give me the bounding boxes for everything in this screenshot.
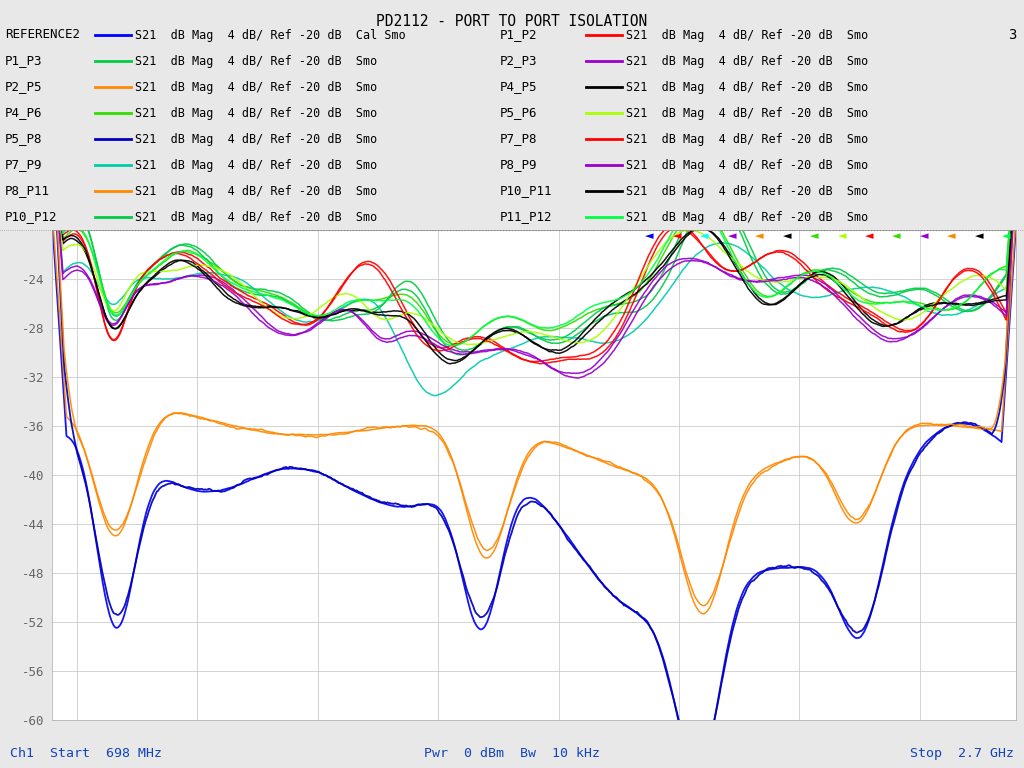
Text: P8_P9: P8_P9 bbox=[500, 158, 538, 171]
Text: P7_P9: P7_P9 bbox=[5, 158, 43, 171]
Text: S21  dB Mag  4 dB/ Ref -20 dB  Smo: S21 dB Mag 4 dB/ Ref -20 dB Smo bbox=[135, 158, 378, 171]
Text: P5_P6: P5_P6 bbox=[500, 107, 538, 120]
Text: ◄: ◄ bbox=[865, 231, 873, 241]
Text: S21  dB Mag  4 dB/ Ref -20 dB  Smo: S21 dB Mag 4 dB/ Ref -20 dB Smo bbox=[626, 184, 868, 197]
Text: P1_P3: P1_P3 bbox=[5, 55, 43, 68]
Text: Stop  2.7 GHz: Stop 2.7 GHz bbox=[909, 747, 1014, 760]
Text: ◄: ◄ bbox=[755, 231, 764, 241]
Text: Ch1  Start  698 MHz: Ch1 Start 698 MHz bbox=[10, 747, 162, 760]
Text: S21  dB Mag  4 dB/ Ref -20 dB  Smo: S21 dB Mag 4 dB/ Ref -20 dB Smo bbox=[135, 55, 378, 68]
Text: ◄: ◄ bbox=[920, 231, 929, 241]
Text: ◄: ◄ bbox=[728, 231, 736, 241]
Text: ◄: ◄ bbox=[838, 231, 846, 241]
Text: S21  dB Mag  4 dB/ Ref -20 dB  Smo: S21 dB Mag 4 dB/ Ref -20 dB Smo bbox=[626, 55, 868, 68]
Text: P7_P8: P7_P8 bbox=[500, 133, 538, 145]
Text: ◄: ◄ bbox=[975, 231, 983, 241]
Text: ◄: ◄ bbox=[1002, 231, 1011, 241]
Text: P10_P11: P10_P11 bbox=[500, 184, 552, 197]
Text: S21  dB Mag  4 dB/ Ref -20 dB  Smo: S21 dB Mag 4 dB/ Ref -20 dB Smo bbox=[626, 28, 868, 41]
Text: P8_P11: P8_P11 bbox=[5, 184, 50, 197]
Text: P4_P6: P4_P6 bbox=[5, 107, 43, 120]
Text: P2_P3: P2_P3 bbox=[500, 55, 538, 68]
Text: S21  dB Mag  4 dB/ Ref -20 dB  Smo: S21 dB Mag 4 dB/ Ref -20 dB Smo bbox=[626, 158, 868, 171]
Text: ◄: ◄ bbox=[645, 231, 654, 241]
Text: REFERENCE2: REFERENCE2 bbox=[5, 28, 80, 41]
Text: P5_P8: P5_P8 bbox=[5, 133, 43, 145]
Text: ◄: ◄ bbox=[782, 231, 792, 241]
Text: Pwr  0 dBm  Bw  10 kHz: Pwr 0 dBm Bw 10 kHz bbox=[424, 747, 600, 760]
Text: ◄: ◄ bbox=[892, 231, 901, 241]
Text: S21  dB Mag  4 dB/ Ref -20 dB  Cal Smo: S21 dB Mag 4 dB/ Ref -20 dB Cal Smo bbox=[135, 28, 406, 41]
Text: S21  dB Mag  4 dB/ Ref -20 dB  Smo: S21 dB Mag 4 dB/ Ref -20 dB Smo bbox=[135, 107, 378, 120]
Text: ◄: ◄ bbox=[810, 231, 818, 241]
Text: S21  dB Mag  4 dB/ Ref -20 dB  Smo: S21 dB Mag 4 dB/ Ref -20 dB Smo bbox=[626, 133, 868, 145]
Text: P11_P12: P11_P12 bbox=[500, 210, 552, 223]
Text: P4_P5: P4_P5 bbox=[500, 81, 538, 94]
Text: S21  dB Mag  4 dB/ Ref -20 dB  Smo: S21 dB Mag 4 dB/ Ref -20 dB Smo bbox=[135, 184, 378, 197]
Text: P2_P5: P2_P5 bbox=[5, 81, 43, 94]
Text: ◄: ◄ bbox=[673, 231, 681, 241]
Text: S21  dB Mag  4 dB/ Ref -20 dB  Smo: S21 dB Mag 4 dB/ Ref -20 dB Smo bbox=[135, 81, 378, 94]
Text: ◄: ◄ bbox=[947, 231, 955, 241]
Text: 3: 3 bbox=[1009, 28, 1017, 42]
Text: PD2112 - PORT TO PORT ISOLATION: PD2112 - PORT TO PORT ISOLATION bbox=[377, 14, 647, 29]
Text: S21  dB Mag  4 dB/ Ref -20 dB  Smo: S21 dB Mag 4 dB/ Ref -20 dB Smo bbox=[135, 133, 378, 145]
Text: S21  dB Mag  4 dB/ Ref -20 dB  Smo: S21 dB Mag 4 dB/ Ref -20 dB Smo bbox=[135, 210, 378, 223]
Text: S21  dB Mag  4 dB/ Ref -20 dB  Smo: S21 dB Mag 4 dB/ Ref -20 dB Smo bbox=[626, 210, 868, 223]
Text: S21  dB Mag  4 dB/ Ref -20 dB  Smo: S21 dB Mag 4 dB/ Ref -20 dB Smo bbox=[626, 81, 868, 94]
Text: P10_P12: P10_P12 bbox=[5, 210, 57, 223]
Text: P1_P2: P1_P2 bbox=[500, 28, 538, 41]
Text: ◄: ◄ bbox=[700, 231, 709, 241]
Text: S21  dB Mag  4 dB/ Ref -20 dB  Smo: S21 dB Mag 4 dB/ Ref -20 dB Smo bbox=[626, 107, 868, 120]
